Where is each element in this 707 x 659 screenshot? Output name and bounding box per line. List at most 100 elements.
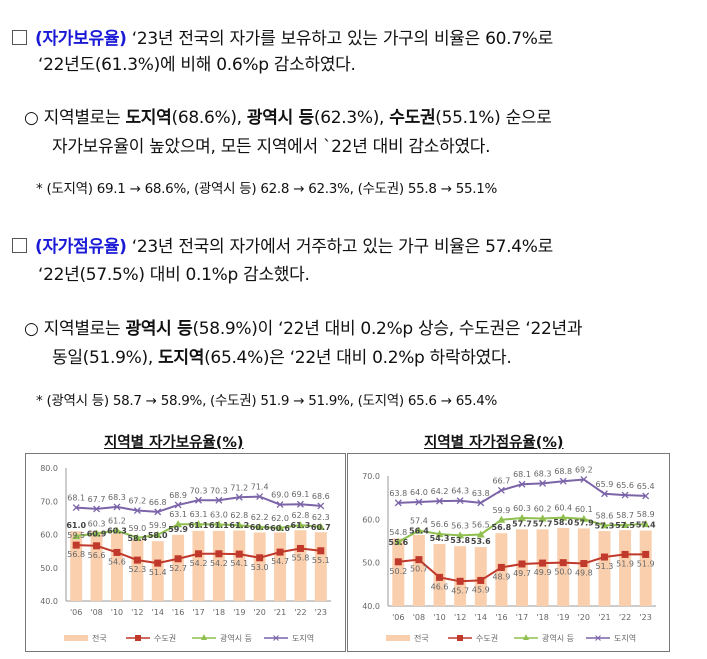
x-tick-label: '19 — [233, 608, 245, 617]
x-tick-label: '23 — [315, 608, 327, 617]
data-label: 67.7 — [88, 495, 106, 504]
data-label-national: 61.3 — [291, 521, 311, 530]
bar-national — [639, 530, 652, 606]
data-label: 52.3 — [128, 565, 146, 574]
checkbox-square-icon — [12, 238, 27, 253]
data-label: 51.9 — [616, 559, 634, 568]
data-label-national: 61.1 — [189, 521, 209, 530]
data-label-national: 55.6 — [388, 538, 408, 547]
data-label: 49.9 — [534, 568, 552, 577]
marker-triangle — [194, 520, 203, 528]
x-tick-label: '14 — [475, 613, 487, 622]
marker-x — [621, 491, 629, 499]
chart2-box: 40.0 50.0 60.0 70.0 '06 '08 '10 '12 '14 '16 '17 '18… — [347, 453, 670, 652]
marker-square — [276, 548, 284, 556]
section1-bullet-line2: 자가보유율이 높았으며, 모든 지역에서 `22년 대비 감소하였다. — [52, 132, 491, 157]
marker-triangle — [559, 513, 568, 521]
y-tick-label: 40.0 — [362, 602, 380, 611]
marker-square — [415, 556, 423, 564]
text-segment: ‘22년도(61.3%)에 비해 0.6%p 감소하였다. — [38, 55, 356, 75]
bold-text: 도지역 — [158, 348, 205, 368]
marker-triangle — [394, 537, 403, 545]
data-label: 62.3 — [312, 513, 330, 522]
y-tick-label: 70.0 — [40, 497, 58, 506]
data-label: 56.3 — [451, 521, 469, 530]
marker-triangle — [92, 529, 101, 537]
bold-text: 광역시 등 — [125, 319, 193, 339]
data-label: 60.3 — [88, 520, 106, 529]
x-tick-label: '17 — [516, 613, 528, 622]
data-label: 68.1 — [513, 470, 531, 479]
bold-text: 수도권 — [389, 108, 436, 128]
marker-triangle — [316, 522, 325, 530]
data-label: 54.2 — [190, 559, 208, 568]
marker-square — [215, 550, 223, 558]
marker-triangle — [621, 520, 630, 528]
marker-square — [559, 559, 567, 567]
data-label-national: 54.3 — [430, 534, 450, 543]
marker-square — [93, 542, 101, 550]
data-label: 63.0 — [210, 511, 228, 520]
data-label: 58.7 — [616, 511, 634, 520]
marker-triangle — [435, 530, 444, 538]
data-label-national: 53.8 — [450, 536, 470, 545]
data-label-national: 60.3 — [107, 527, 127, 536]
marker-triangle — [214, 520, 223, 528]
data-label-national: 60.7 — [311, 523, 331, 532]
marker-square — [580, 560, 588, 568]
marker-x — [256, 493, 264, 501]
y-tick-label: 80.0 — [40, 464, 58, 473]
data-label: 64.2 — [431, 487, 449, 496]
x-tick-label: '23 — [639, 613, 651, 622]
marker-x — [394, 499, 402, 507]
x-tick-label: '06 — [70, 608, 82, 617]
marker-triangle — [235, 521, 244, 529]
data-label: 57.4 — [410, 517, 428, 526]
data-label-national: 61.2 — [229, 521, 249, 530]
data-label-national: 58.0 — [148, 531, 168, 540]
marker-triangle — [112, 526, 121, 534]
text-segment: ‘22년(57.5%) 대비 0.1%p 감소했다. — [38, 265, 310, 285]
bar-national — [536, 529, 549, 606]
bar-national — [110, 533, 123, 601]
marker-triangle — [476, 530, 485, 538]
marker-x — [154, 508, 162, 516]
x-tick-label: '21 — [274, 608, 286, 617]
marker-x — [235, 493, 243, 501]
data-label: 68.3 — [108, 493, 126, 502]
marker-x — [456, 497, 464, 505]
data-label-national: 57.4 — [636, 521, 656, 530]
marker-square — [477, 576, 485, 584]
y-tick-label: 50.0 — [40, 564, 58, 573]
data-label: 51.4 — [149, 568, 167, 577]
section2-line1: (자가점유율) ‘23년 전국의 자가에서 거주하고 있는 가구 비율은 57.… — [12, 232, 553, 257]
bar-national — [151, 541, 164, 601]
data-label: 68.9 — [169, 491, 187, 500]
legend-label: 수도권 — [154, 633, 176, 643]
legend-swatch-national — [64, 635, 88, 641]
data-label-national: 60.6 — [270, 524, 290, 533]
data-label: 46.6 — [431, 582, 449, 591]
data-label: 54.2 — [210, 559, 228, 568]
chart1-title: 지역별 자가보유율(%) — [104, 435, 244, 451]
marker-triangle — [600, 521, 609, 529]
data-label: 59.5 — [67, 531, 85, 540]
section-heading: (자가점유율) — [35, 237, 127, 257]
marker-square — [256, 554, 264, 562]
data-label: 71.4 — [251, 483, 269, 492]
bar-national — [516, 529, 528, 606]
data-label: 70.3 — [190, 486, 208, 495]
data-label: 59.9 — [149, 521, 167, 530]
data-label: 64.0 — [410, 488, 428, 497]
marker-triangle — [276, 523, 285, 531]
marker-square — [154, 559, 162, 567]
y-tick-label: 50.0 — [362, 559, 380, 568]
marker-square — [317, 547, 325, 555]
data-label: 70.3 — [210, 486, 228, 495]
chart2-title: 지역별 자가점유율(%) — [424, 435, 564, 451]
data-label: 68.1 — [67, 494, 85, 503]
data-label: 55.1 — [312, 556, 330, 565]
data-label: 54.1 — [230, 559, 248, 568]
x-tick-label: '12 — [454, 613, 466, 622]
text-segment: 지역별로는 — [43, 319, 126, 339]
